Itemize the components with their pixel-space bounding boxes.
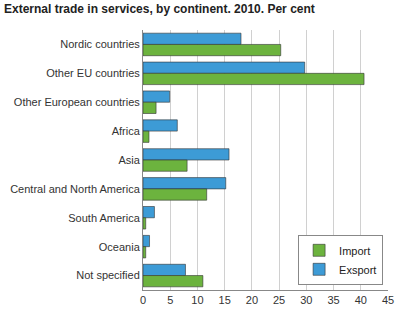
svg-text:35: 35 [327,294,339,306]
svg-text:15: 15 [219,294,231,306]
svg-text:Central and North America: Central and North America [10,183,140,195]
svg-text:25: 25 [273,294,285,306]
svg-text:Import: Import [339,245,370,257]
svg-text:Not specified: Not specified [76,269,140,281]
svg-text:Exsport: Exsport [339,264,376,276]
svg-text:40: 40 [355,294,367,306]
svg-text:20: 20 [246,294,258,306]
svg-text:5: 5 [167,294,173,306]
svg-text:45: 45 [382,294,394,306]
svg-text:Other European countries: Other European countries [14,96,140,108]
svg-text:0: 0 [140,294,146,306]
svg-text:External trade in services, by: External trade in services, by continent… [4,2,315,16]
svg-text:Africa: Africa [112,125,141,137]
svg-text:10: 10 [191,294,203,306]
svg-text:Other EU countries: Other EU countries [46,67,140,79]
svg-text:Oceania: Oceania [99,241,141,253]
svg-text:Asia: Asia [118,154,140,166]
svg-text:Nordic countries: Nordic countries [60,38,140,50]
svg-text:South America: South America [68,212,140,224]
svg-text:30: 30 [300,294,312,306]
